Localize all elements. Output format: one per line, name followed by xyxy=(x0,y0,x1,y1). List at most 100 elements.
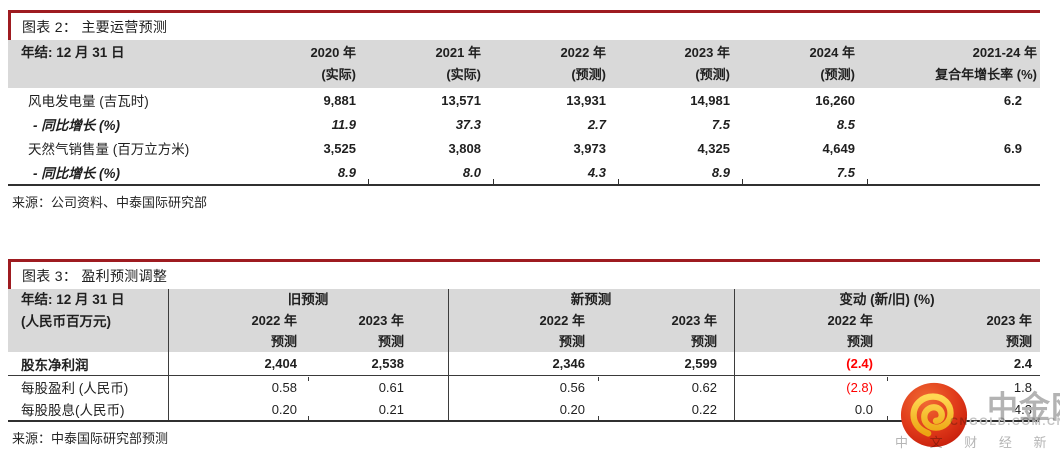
cell: 14,981 xyxy=(690,92,730,108)
column-tick xyxy=(368,179,369,184)
cell: 4.3 xyxy=(1013,401,1032,417)
group-change: 变动 (新/旧) (%) xyxy=(839,292,935,307)
cell: 0.56 xyxy=(559,379,585,395)
subcol-old-2022: 2022 年 预测 xyxy=(251,313,297,349)
figure2-body: 风电发电量 (吉瓦时) 9,881 13,571 13,931 14,981 1… xyxy=(8,88,1040,186)
table-row: 每股股息(人民币) 0.20 0.21 0.20 0.22 0.0 4.3 xyxy=(8,398,1040,420)
figure3-row-header: 年结: 12 月 31 日 (人民币百万元) xyxy=(21,292,125,329)
cell: 8.9 xyxy=(337,164,356,180)
cell: 0.22 xyxy=(691,401,717,417)
figure2-source: 来源：公司资料、中泰国际研究部 xyxy=(12,195,208,210)
cell: 7.5 xyxy=(711,116,730,132)
column-tick xyxy=(867,179,868,184)
cell: 0.21 xyxy=(378,401,404,417)
row-label: - 同比增长 (%) xyxy=(33,118,120,133)
table-row: - 同比增长 (%) 8.9 8.0 4.3 8.9 7.5 xyxy=(8,160,1040,184)
cell: 13,931 xyxy=(566,92,606,108)
cell: 8.5 xyxy=(836,116,855,132)
cell: 13,571 xyxy=(441,92,481,108)
figure2-title-row: 图表 2： 主要运营预测 xyxy=(8,13,1040,40)
row-label: 每股股息(人民币) xyxy=(21,403,125,418)
group-divider xyxy=(168,289,169,420)
figure2-col-cagr: 2021-24 年 复合年增长率 (%) xyxy=(935,45,1037,82)
cell: 2,404 xyxy=(264,356,297,371)
row-label: 股东净利润 xyxy=(21,357,89,373)
column-tick xyxy=(308,377,309,381)
table-row: 股东净利润 2,404 2,538 2,346 2,599 (2.4) 2.4 xyxy=(8,352,1040,376)
cell: 0.62 xyxy=(691,379,717,395)
cell: 4,649 xyxy=(822,140,855,156)
cell: 4.3 xyxy=(587,164,606,180)
table-row: - 同比增长 (%) 11.9 37.3 2.7 7.5 8.5 xyxy=(8,112,1040,136)
subcol-chg-2023: 2023 年 预测 xyxy=(986,313,1032,349)
subcol-old-2023: 2023 年 预测 xyxy=(358,313,404,349)
group-new-forecast: 新预测 xyxy=(570,292,612,307)
figure2-header: 年结: 12 月 31 日 2020 年 (实际) 2021 年 (实际) 20… xyxy=(8,40,1040,88)
column-tick xyxy=(618,179,619,184)
figure2-col-2024: 2024 年 (预测) xyxy=(809,45,855,82)
cell: 16,260 xyxy=(815,92,855,108)
figure3-source: 来源：中泰国际研究部预测 xyxy=(12,431,169,446)
cell: 6.9 xyxy=(1003,140,1022,156)
column-tick xyxy=(887,416,888,420)
table-row: 天然气销售量 (百万立方米) 3,525 3,808 3,973 4,325 4… xyxy=(8,136,1040,160)
figure2-top-rule xyxy=(8,10,1040,13)
cell: 2,599 xyxy=(684,356,717,371)
subcol-new-2023: 2023 年 预测 xyxy=(671,313,717,349)
figure2-col-2020: 2020 年 (实际) xyxy=(310,45,356,82)
figure2-col-2021: 2021 年 (实际) xyxy=(435,45,481,82)
cell: 2.7 xyxy=(587,116,606,132)
column-tick xyxy=(887,377,888,381)
figure2-section: 图表 2： 主要运营预测 年结: 12 月 31 日 2020 年 (实际) 2… xyxy=(8,10,1040,211)
cell: 0.20 xyxy=(271,401,297,417)
cell: 11.9 xyxy=(331,116,356,132)
figure3-header: 年结: 12 月 31 日 (人民币百万元) 旧预测 新预测 变动 (新/旧) … xyxy=(8,289,1040,352)
subcol-new-2022: 2022 年 预测 xyxy=(539,313,585,349)
cell: 8.9 xyxy=(711,164,730,180)
figure2-col-2022: 2022 年 (预测) xyxy=(560,45,606,82)
row-label: - 同比增长 (%) xyxy=(33,166,120,181)
column-tick xyxy=(493,179,494,184)
figure3-title: 图表 3： 盈利预测调整 xyxy=(22,267,168,284)
cell-negative: (2.4) xyxy=(846,356,873,371)
figure2-col-2023: 2023 年 (预测) xyxy=(684,45,730,82)
figure2-row-header: 年结: 12 月 31 日 xyxy=(21,45,125,60)
cell: 6.2 xyxy=(1003,92,1022,108)
column-tick xyxy=(308,416,309,420)
cell: 0.0 xyxy=(854,401,873,417)
cell: 0.20 xyxy=(559,401,585,417)
column-tick xyxy=(598,416,599,420)
column-tick xyxy=(598,377,599,381)
figure3-title-row: 图表 3： 盈利预测调整 xyxy=(8,262,1040,289)
figure3-table: 年结: 12 月 31 日 (人民币百万元) 旧预测 新预测 变动 (新/旧) … xyxy=(8,289,1040,422)
cell: 3,808 xyxy=(448,140,481,156)
figure3-section: 图表 3： 盈利预测调整 年结: 12 月 31 日 (人民币百万元) 旧预测 … xyxy=(8,259,1040,447)
cell: 0.58 xyxy=(271,379,297,395)
table-row: 风电发电量 (吉瓦时) 9,881 13,571 13,931 14,981 1… xyxy=(8,88,1040,112)
column-tick xyxy=(742,179,743,184)
cell: 2,346 xyxy=(552,356,585,371)
cell: 3,973 xyxy=(573,140,606,156)
group-divider xyxy=(448,289,449,420)
cell: 0.61 xyxy=(378,379,404,395)
cell: 3,525 xyxy=(323,140,356,156)
row-label: 天然气销售量 (百万立方米) xyxy=(28,142,190,157)
group-old-forecast: 旧预测 xyxy=(287,292,329,307)
cell: 4,325 xyxy=(697,140,730,156)
figure3-top-rule xyxy=(8,259,1040,262)
row-label: 每股盈利 (人民币) xyxy=(21,381,129,396)
cell: 7.5 xyxy=(836,164,855,180)
group-divider xyxy=(734,289,735,420)
cell: 2.4 xyxy=(1013,356,1032,371)
row-label: 风电发电量 (吉瓦时) xyxy=(28,94,149,109)
table-row: 每股盈利 (人民币) 0.58 0.61 0.56 0.62 (2.8) 1.8 xyxy=(8,376,1040,398)
cell: 1.8 xyxy=(1013,379,1032,395)
cell: 9,881 xyxy=(323,92,356,108)
subcol-chg-2022: 2022 年 预测 xyxy=(827,313,873,349)
cell-negative: (2.8) xyxy=(846,379,873,395)
cell: 2,538 xyxy=(371,356,404,371)
cell: 37.3 xyxy=(455,116,481,132)
figure2-title: 图表 2： 主要运营预测 xyxy=(22,18,168,35)
cell: 8.0 xyxy=(462,164,481,180)
